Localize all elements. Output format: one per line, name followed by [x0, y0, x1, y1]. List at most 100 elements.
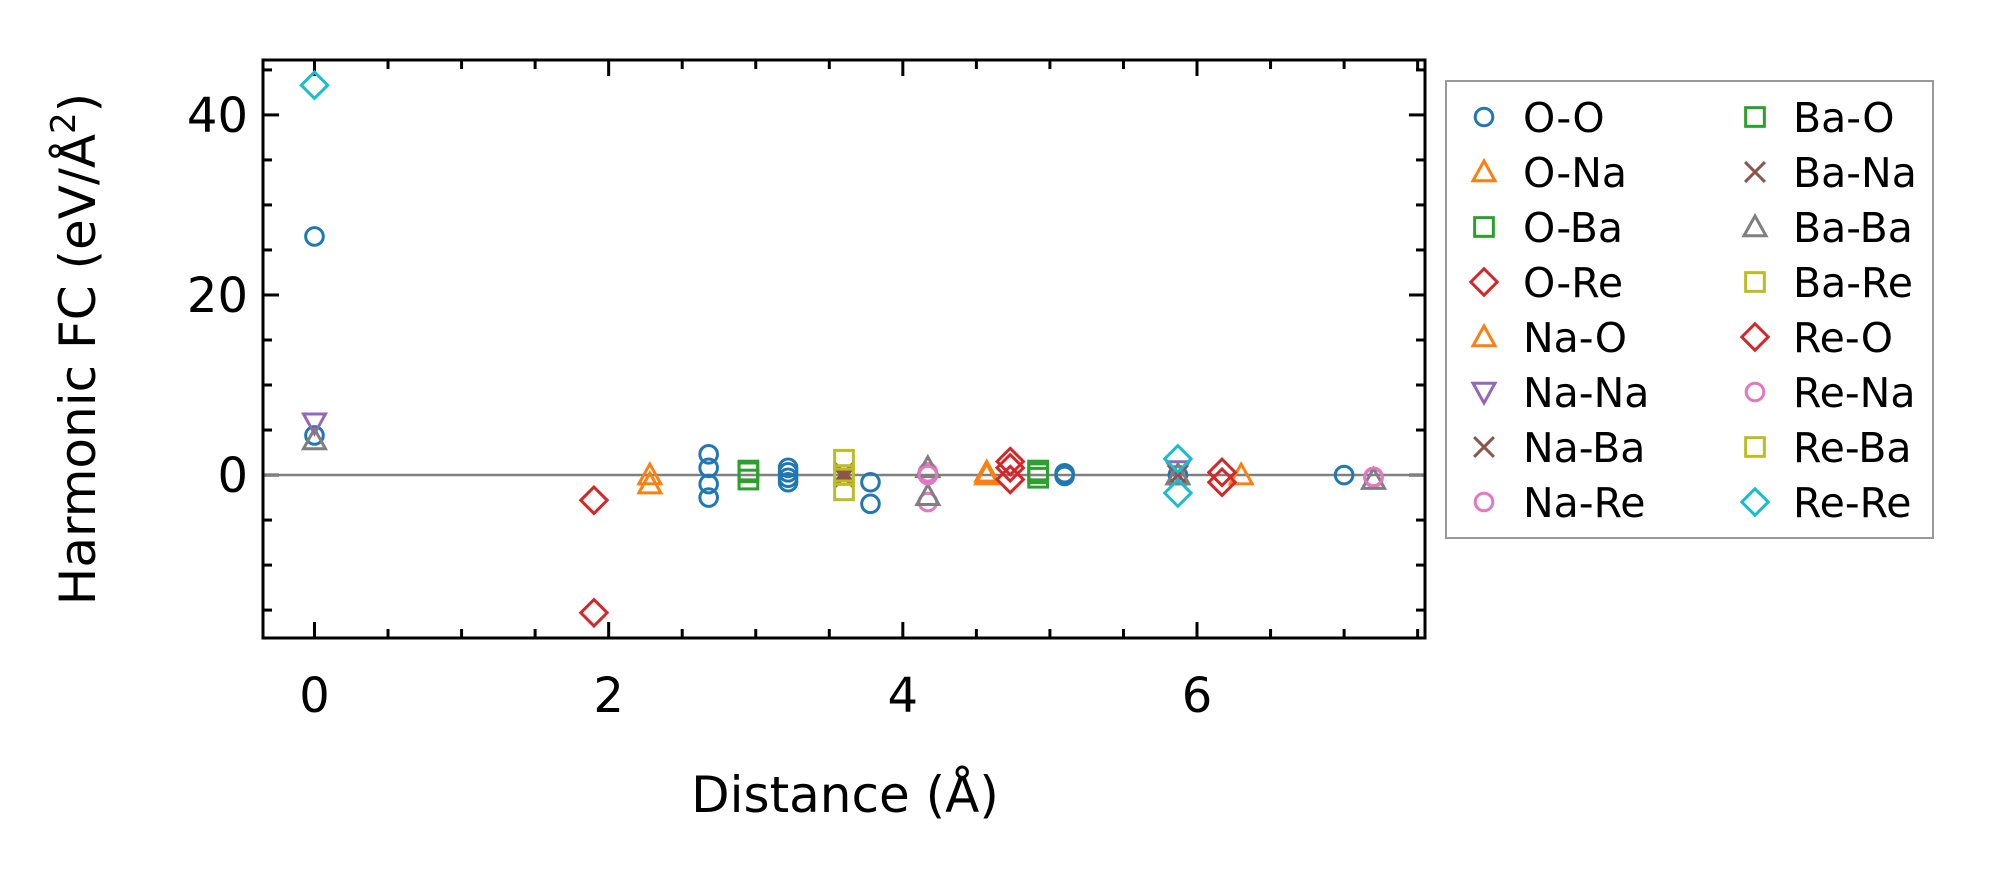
- data-point-o-o: [698, 487, 719, 508]
- data-point-o-re: [1206, 457, 1238, 488]
- legend-label: Ba-Re: [1793, 259, 1913, 307]
- series-o-na: [636, 458, 1255, 486]
- series-na-o: [636, 460, 1001, 495]
- legend-marker-icon: [1473, 106, 1495, 128]
- tick-labels: 0 2 4 6 0 20 40: [187, 88, 1212, 724]
- legend-item-re-ba: Re-Ba: [1744, 424, 1911, 472]
- legend-label: Re-O: [1793, 314, 1893, 362]
- legend-marker-icon: [1468, 266, 1500, 298]
- x-tick-label: 0: [299, 668, 330, 724]
- legend-marker-icon: [1744, 381, 1766, 403]
- legend-frame: [1445, 80, 1934, 539]
- legend-label: Re-Re: [1793, 479, 1912, 527]
- data-point-o-o: [860, 471, 881, 493]
- legend: O-O O-Na O-Ba O-Re Na-O Na-Na Na-Ba Na-Re Ba-O Ba…: [1445, 80, 1934, 539]
- series-o-re: [578, 446, 1238, 629]
- legend-item-o-o: O-O: [1473, 94, 1605, 142]
- data-point-o-o: [304, 226, 325, 247]
- data-point-re-ba: [833, 479, 855, 502]
- legend-marker-icon: [1744, 436, 1766, 458]
- data-point-re-o: [1206, 466, 1238, 498]
- legend-label: O-O: [1523, 94, 1605, 142]
- legend-item-ba-o: Ba-O: [1744, 94, 1894, 142]
- data-point-o-o: [698, 444, 719, 465]
- series-re-ba: [833, 479, 855, 502]
- legend-item-na-o: Na-O: [1470, 314, 1627, 362]
- legend-item-ba-ba: Ba-Ba: [1741, 204, 1913, 252]
- series-re-o: [994, 464, 1238, 498]
- legend-label: O-Na: [1523, 149, 1627, 197]
- y-tick-label: 0: [217, 448, 248, 504]
- legend-marker-icon: [1473, 491, 1495, 513]
- data-point-o-re: [994, 446, 1026, 477]
- x-tick-label: 6: [1182, 668, 1213, 724]
- legend-label: Na-O: [1523, 314, 1627, 362]
- legend-item-o-re: O-Re: [1468, 259, 1623, 307]
- data-point-ba-o: [1027, 462, 1050, 485]
- data-point-ba-ba: [300, 425, 329, 451]
- legend-marker-icon: [1744, 271, 1766, 293]
- data-point-ba-ba: [1359, 465, 1388, 490]
- data-point-ba-ba: [1164, 460, 1192, 486]
- data-point-re-re: [1162, 443, 1194, 475]
- data-point-o-re: [578, 597, 610, 629]
- legend-item-na-re: Na-Re: [1473, 479, 1645, 527]
- data-point-re-o: [994, 464, 1026, 495]
- data-point-o-o: [698, 473, 719, 495]
- legend-marker-icon: [1741, 212, 1769, 238]
- series-o-o: [304, 226, 1355, 515]
- data-point-na-o: [973, 460, 1001, 486]
- series-na-re: [917, 462, 1384, 513]
- legend-label: Ba-Ba: [1793, 204, 1913, 252]
- legend-item-re-o: Re-O: [1739, 314, 1893, 362]
- legend-marker-icon: [1739, 321, 1771, 353]
- data-point-na-na: [300, 412, 329, 437]
- plot-frame: [261, 58, 1427, 640]
- axis-ticks: [263, 60, 1425, 638]
- legend-label: Ba-Na: [1793, 149, 1917, 197]
- legend-label: O-Re: [1523, 259, 1623, 307]
- data-points: [299, 69, 1388, 629]
- data-point-o-re: [578, 484, 610, 516]
- legend-item-o-ba: O-Ba: [1473, 204, 1623, 252]
- y-axis-label-end: ): [49, 93, 107, 113]
- data-point-re-na: [1363, 466, 1384, 488]
- legend-item-ba-re: Ba-Re: [1744, 259, 1913, 307]
- legend-marker-icon: [1473, 436, 1495, 458]
- series-re-re: [299, 69, 1194, 509]
- legend-marker-icon: [1744, 161, 1766, 183]
- data-point-re-re: [1162, 477, 1194, 509]
- data-point-ba-o: [737, 461, 760, 484]
- data-point-o-o: [1054, 465, 1075, 487]
- legend-item-na-na: Na-Na: [1470, 369, 1649, 417]
- series-ba-o: [737, 461, 1050, 485]
- legend-marker-icon: [1470, 157, 1498, 183]
- data-point-ba-ba: [914, 481, 942, 507]
- y-axis-label-sup: 2: [44, 112, 84, 134]
- data-point-o-na: [636, 460, 664, 486]
- series-ba-re: [833, 448, 855, 486]
- legend-marker-icon: [1744, 106, 1766, 128]
- legend-label: Re-Na: [1793, 369, 1915, 417]
- data-point-o-o: [777, 471, 799, 493]
- data-point-o-o: [777, 462, 799, 483]
- legend-item-re-re: Re-Re: [1739, 479, 1912, 527]
- legend-item-re-na: Re-Na: [1744, 369, 1915, 417]
- data-point-re-na: [917, 464, 939, 486]
- x-tick-label: 2: [593, 668, 624, 724]
- legend-label: Re-Ba: [1793, 424, 1911, 472]
- series-re-na: [917, 464, 1384, 488]
- legend-label: Na-Na: [1523, 369, 1649, 417]
- y-axis-label: Harmonic FC (eV/Å2): [44, 93, 107, 605]
- legend-label: O-Ba: [1523, 204, 1623, 252]
- legend-label: Na-Re: [1523, 479, 1645, 527]
- data-point-o-o: [860, 493, 881, 515]
- data-point-ba-re: [833, 464, 855, 486]
- y-tick-label: 20: [187, 268, 248, 324]
- legend-marker-icon: [1470, 322, 1498, 348]
- legend-item-na-ba: Na-Ba: [1473, 424, 1645, 472]
- x-tick-label: 4: [888, 668, 919, 724]
- data-point-ba-re: [833, 448, 855, 471]
- data-point-o-ba: [1027, 466, 1050, 489]
